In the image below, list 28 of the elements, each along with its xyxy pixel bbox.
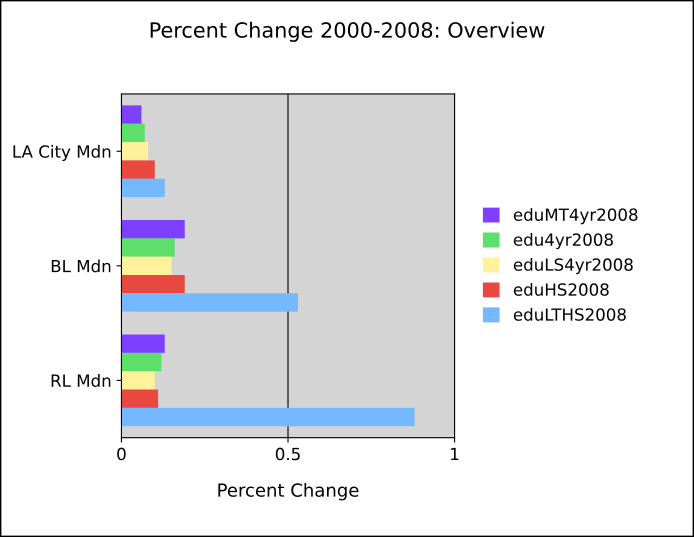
bar xyxy=(121,220,185,238)
bar xyxy=(121,238,175,257)
x-tick-label: 0 xyxy=(117,448,126,460)
bar xyxy=(121,293,298,312)
legend-label: eduLTHS2008 xyxy=(514,308,626,321)
x-tick-label: 0.5 xyxy=(276,448,300,460)
bar xyxy=(121,371,155,390)
legend-label: eduHS2008 xyxy=(514,282,609,296)
y-tick-label: LA City Mdn xyxy=(14,144,110,162)
x-axis-title: Percent Change xyxy=(218,482,358,500)
bar xyxy=(121,160,155,179)
bar xyxy=(121,105,142,124)
legend-label: eduMT4yr2008 xyxy=(514,208,638,224)
chart-title: Percent Change 2000-2008: Overview xyxy=(150,22,544,42)
x-tick-label: 1 xyxy=(451,448,458,460)
bar xyxy=(121,334,165,353)
y-tick-label: RL Mdn xyxy=(52,374,110,387)
y-tick-label: BL Mdn xyxy=(52,259,110,272)
bar xyxy=(121,274,185,294)
bar xyxy=(121,178,165,198)
bar xyxy=(121,142,148,160)
bar xyxy=(121,352,162,372)
legend-label: eduLS4yr2008 xyxy=(514,258,633,274)
bar xyxy=(121,408,415,426)
bar xyxy=(121,390,158,408)
bar xyxy=(121,256,172,275)
legend-label: edu4yr2008 xyxy=(514,233,613,250)
bar xyxy=(121,124,145,142)
